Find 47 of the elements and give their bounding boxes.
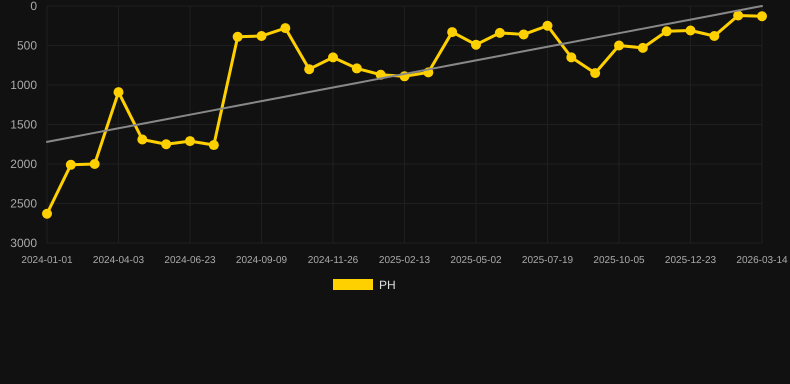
point xyxy=(256,31,266,42)
point xyxy=(185,136,195,146)
point xyxy=(518,29,529,40)
point xyxy=(733,10,744,20)
point xyxy=(42,208,52,219)
legend-label: PH xyxy=(379,278,396,292)
y-tick-label: 2000 xyxy=(10,157,38,172)
x-tick-label: 2025-02-13 xyxy=(378,255,431,266)
x-tick-label: 2025-12-23 xyxy=(664,255,717,266)
point xyxy=(232,32,243,42)
point xyxy=(614,40,624,50)
point xyxy=(280,23,290,34)
y-tick-label: 1000 xyxy=(10,78,38,92)
x-tick-label: 2024-04-03 xyxy=(92,255,145,266)
point xyxy=(662,26,672,36)
point xyxy=(757,11,767,22)
y-tick-label: 500 xyxy=(16,38,38,53)
point xyxy=(709,31,720,42)
point xyxy=(304,64,314,74)
y-tick-label: 3000 xyxy=(10,236,38,250)
x-tick-label: 2024-09-09 xyxy=(236,255,288,266)
point xyxy=(208,140,219,150)
point xyxy=(566,52,576,62)
y-tick-label: 1500 xyxy=(10,118,38,132)
point xyxy=(447,27,458,38)
point xyxy=(471,40,481,50)
point xyxy=(137,134,148,145)
point xyxy=(686,25,696,36)
x-tick-label: 2024-11-26 xyxy=(308,255,359,266)
x-tick-label: 2024-06-23 xyxy=(164,255,216,266)
x-tick-label: 2026-03-14 xyxy=(736,255,788,266)
x-tick-label: 2025-07-19 xyxy=(522,255,574,266)
y-tick-label: 2500 xyxy=(10,196,38,211)
point xyxy=(161,139,172,150)
x-tick-label: 2024-01-01 xyxy=(21,255,74,266)
point xyxy=(494,28,505,38)
point xyxy=(590,68,600,78)
x-tick-label: 2025-10-05 xyxy=(593,255,646,266)
y-tick-label: 0 xyxy=(30,0,38,14)
point xyxy=(352,63,362,74)
point xyxy=(114,87,124,98)
point xyxy=(66,160,76,170)
point xyxy=(328,52,338,62)
x-tick-label: 2025-05-02 xyxy=(450,255,502,266)
point xyxy=(638,42,648,53)
point xyxy=(90,159,100,169)
point xyxy=(542,20,552,31)
